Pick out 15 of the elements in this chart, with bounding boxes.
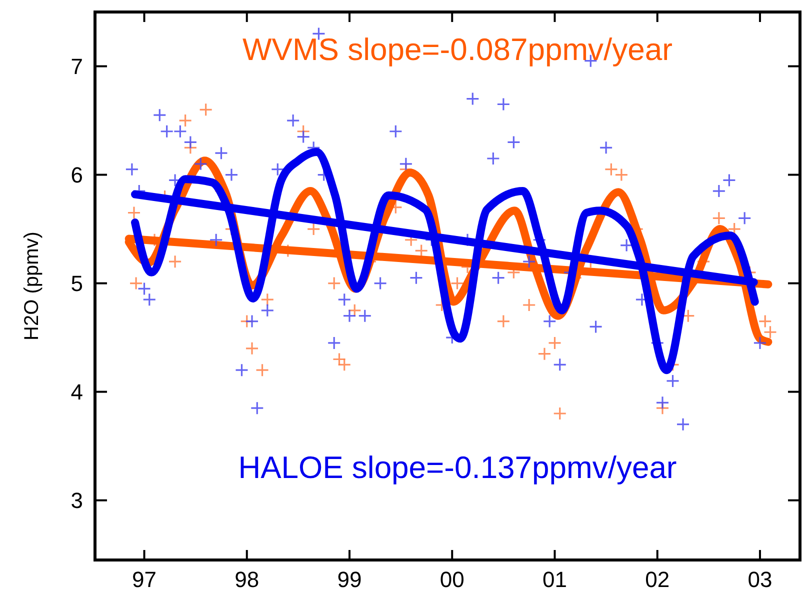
y-tick-label: 6 — [70, 162, 83, 188]
x-tick-label: 01 — [542, 567, 567, 592]
annotation: WVMS slope=-0.087ppmv/year — [242, 32, 672, 67]
y-axis-title: H2O (ppmv) — [21, 232, 43, 340]
x-tick-label: 03 — [748, 567, 772, 592]
x-tick-label: 98 — [234, 567, 260, 592]
x-tick-label: 99 — [337, 567, 362, 592]
y-tick-label: 3 — [70, 488, 83, 514]
x-tick-label: 97 — [132, 567, 156, 592]
x-tick-label: 02 — [645, 567, 670, 592]
y-tick-label: 7 — [70, 54, 83, 79]
y-tick-label: 5 — [70, 270, 83, 296]
y-tick-label: 4 — [70, 380, 83, 404]
x-tick-label: 00 — [440, 567, 464, 592]
annotation: HALOE slope=-0.137ppmv/year — [238, 450, 677, 485]
